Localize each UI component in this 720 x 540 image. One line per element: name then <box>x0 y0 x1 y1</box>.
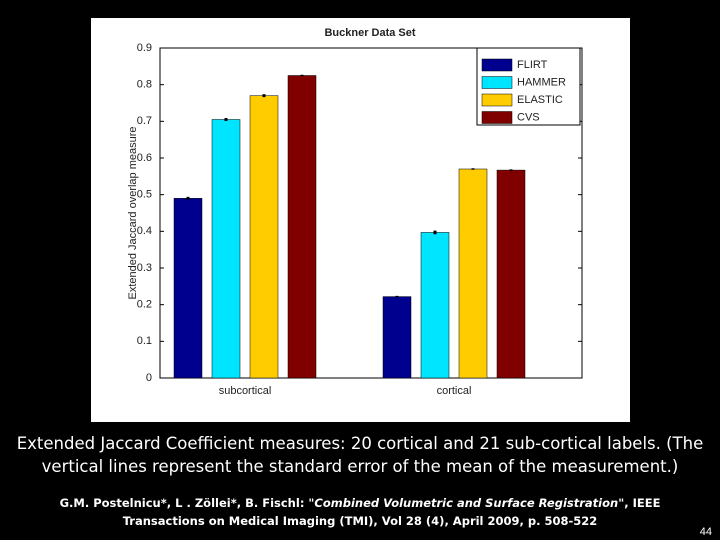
page-number: 44 <box>699 526 712 538</box>
bar <box>173 198 203 379</box>
y-tick-label: 0.9 <box>137 42 152 54</box>
y-tick-label: 0 <box>146 372 152 384</box>
y-axis-label: Extended Jaccard overlap measure <box>127 126 139 299</box>
legend-label: CVS <box>517 111 540 123</box>
bar <box>420 232 450 379</box>
citation-title: "Combined Volumetric and Surface Registr… <box>308 496 625 510</box>
y-tick-label: 0.2 <box>137 299 152 311</box>
plot-frame <box>159 47 583 379</box>
x-tick-label: cortical <box>437 385 472 397</box>
bar <box>458 168 488 379</box>
legend-swatch <box>481 93 513 107</box>
legend-label: HAMMER <box>517 76 566 88</box>
y-tick-label: 0.5 <box>137 189 152 201</box>
legend-swatch <box>481 76 513 89</box>
y-tick-label: 0.4 <box>137 225 152 237</box>
legend-label: ELASTIC <box>517 94 563 106</box>
citation: G.M. Postelnicu*, L . Zöllei*, B. Fischl… <box>20 494 700 530</box>
bar <box>287 75 317 379</box>
y-tick-label: 0.7 <box>137 115 152 127</box>
x-tick-label: subcortical <box>219 385 272 397</box>
bar <box>249 95 279 379</box>
bar <box>211 119 241 379</box>
bar <box>496 169 526 379</box>
legend-label: FLIRT <box>517 59 548 71</box>
y-tick-label: 0.3 <box>137 262 152 274</box>
y-tick-label: 0.8 <box>137 79 152 91</box>
chart-title: Buckner Data Set <box>324 27 415 39</box>
citation-authors: G.M. Postelnicu*, L . Zöllei*, B. Fischl… <box>59 496 309 510</box>
citation-rest: , IEEE Transactions on Medical Imaging (… <box>122 496 661 528</box>
legend-swatch <box>481 58 513 72</box>
y-tick-label: 0.1 <box>137 335 152 347</box>
y-tick-label: 0.6 <box>137 152 152 164</box>
caption: Extended Jaccard Coefficient measures: 2… <box>16 434 704 476</box>
legend-swatch <box>481 111 513 124</box>
bar <box>382 296 412 379</box>
